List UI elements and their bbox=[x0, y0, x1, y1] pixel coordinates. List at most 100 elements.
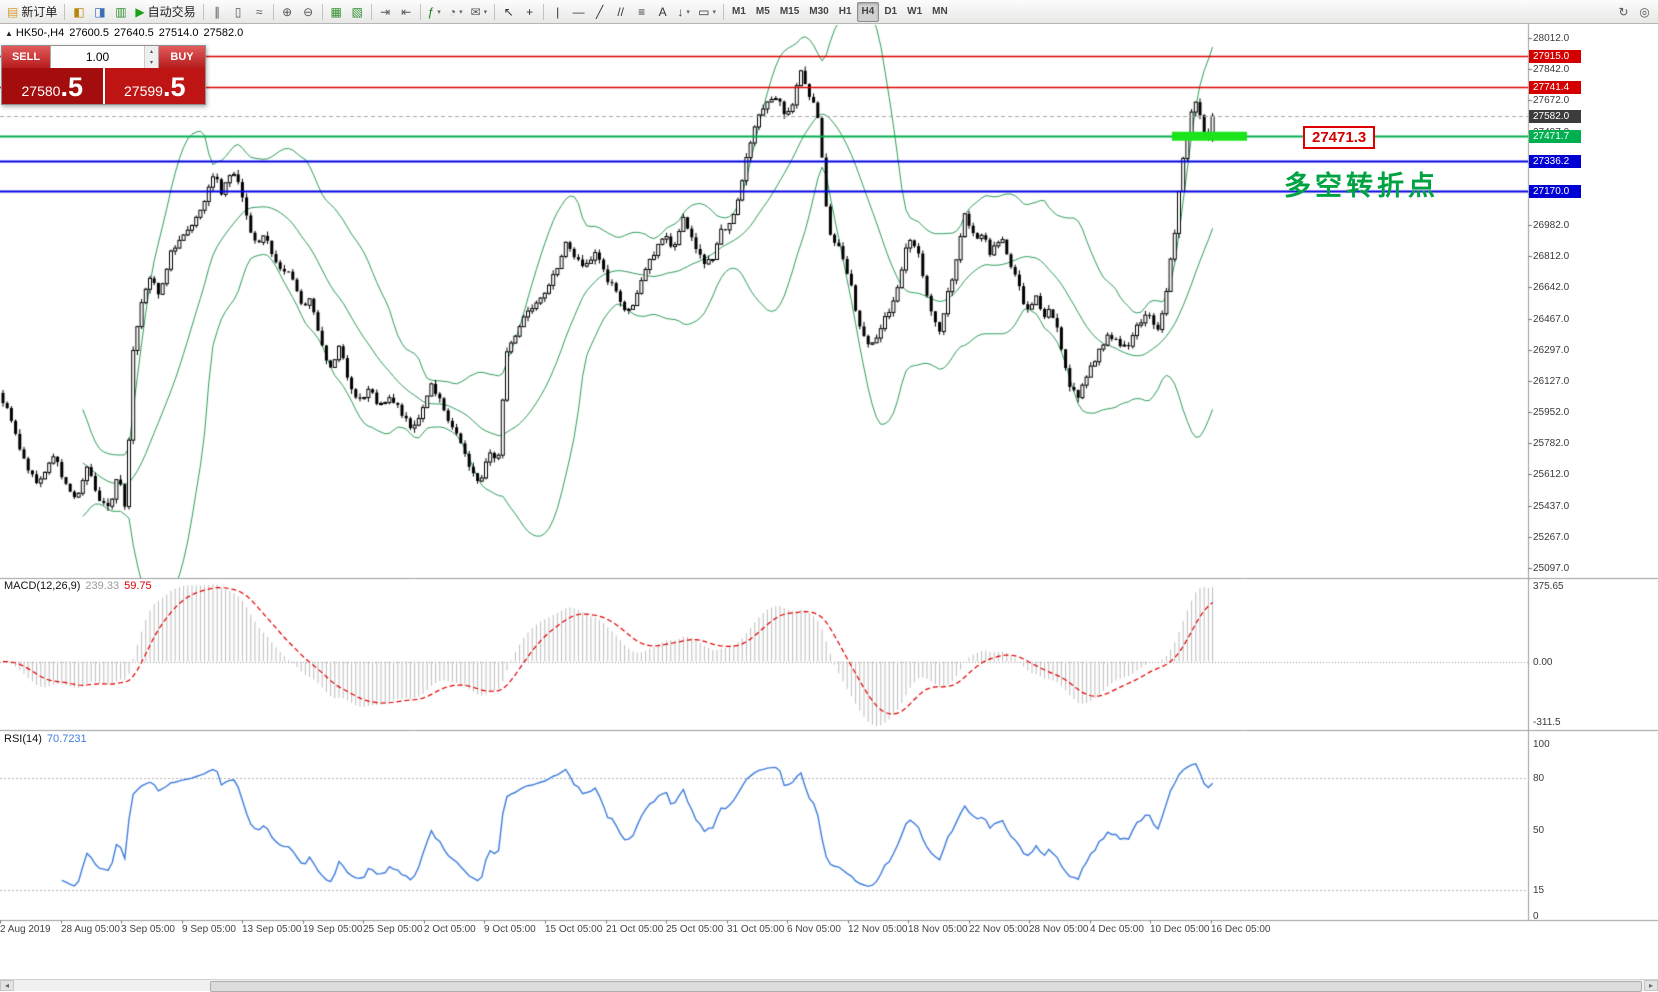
dropdown-caret-icon: ▾ bbox=[712, 8, 717, 16]
toolbar-separator bbox=[543, 3, 545, 20]
timeframe-m1-button[interactable]: M1 bbox=[727, 2, 751, 22]
price-axis-label: 25267.0 bbox=[1533, 531, 1570, 543]
autotrading-button[interactable]: ▶ 自动交易 bbox=[131, 2, 199, 22]
candles-mode-button[interactable]: ▯ bbox=[228, 2, 249, 22]
volume-down-button[interactable]: ▾ bbox=[145, 57, 158, 68]
price-axis-label: 25437.0 bbox=[1533, 500, 1570, 512]
ask-main: 27599 bbox=[124, 82, 163, 99]
line-mode-button[interactable]: ≈ bbox=[249, 2, 270, 22]
time-axis-label: 18 Nov 05:00 bbox=[908, 924, 968, 935]
ask-price[interactable]: 27599.5 bbox=[104, 68, 205, 104]
period-icon: ◔ bbox=[448, 4, 457, 19]
indicators-button[interactable]: ƒ ▾ bbox=[424, 2, 445, 22]
buy-button[interactable]: BUY bbox=[159, 46, 205, 68]
template-button[interactable]: ✉ ▾ bbox=[467, 2, 492, 22]
time-axis-label: 2 Oct 05:00 bbox=[424, 924, 476, 935]
vline-button[interactable]: | bbox=[547, 2, 568, 22]
profile-button[interactable]: ◨ bbox=[89, 2, 110, 22]
ask-frac: .5 bbox=[162, 72, 186, 103]
chart-window-button[interactable]: ◧ bbox=[68, 2, 89, 22]
timeframe-d1-button[interactable]: D1 bbox=[879, 2, 902, 22]
scroll-track[interactable] bbox=[14, 980, 1644, 992]
price-axis-label: 26812.0 bbox=[1533, 251, 1570, 263]
data-window-button[interactable]: ▥ bbox=[110, 2, 131, 22]
ohlc-open: 27600.5 bbox=[69, 27, 109, 39]
indicators-icon: ƒ bbox=[427, 4, 435, 19]
toolbar-items: ▤ 新订单 ◧ ◨ ▥ ▶ 自动交易 ∥ ▯ ≈ ⊕ ⊖ ▦ ▧ ⇥ ⇤ ƒ ▾ ◔ ▾ ✉ ▾ ↖ + | — ╱//≡ A ↓ ▾ ▭ ▾… bbox=[3, 1, 953, 22]
scroll-right-button[interactable]: ▸ bbox=[1644, 980, 1658, 991]
timeframe-m15-button[interactable]: M15 bbox=[775, 2, 804, 22]
price-annotation-label[interactable]: 27471.3 bbox=[1303, 126, 1376, 149]
zoom-in-icon: ⊕ bbox=[282, 4, 293, 19]
time-axis-label: 4 Dec 05:00 bbox=[1090, 924, 1144, 935]
timeframe-h1-button[interactable]: H1 bbox=[834, 2, 857, 22]
volume-input[interactable] bbox=[51, 46, 144, 68]
scroll-thumb[interactable] bbox=[210, 981, 1642, 992]
volume-up-button[interactable]: ▴ bbox=[145, 46, 158, 57]
timeframe-h4-button[interactable]: H4 bbox=[856, 1, 880, 22]
rsi-axis-label: 50 bbox=[1533, 825, 1545, 836]
arrows-button[interactable]: ↓ ▾ bbox=[673, 2, 694, 22]
channel-button[interactable]: // bbox=[610, 2, 631, 22]
horizontal-scrollbar[interactable]: ◂ ▸ bbox=[0, 979, 1658, 992]
hline-button[interactable]: — bbox=[568, 2, 589, 22]
time-axis-label: 21 Oct 05:00 bbox=[606, 924, 664, 935]
zoom-out-button[interactable]: ⊖ bbox=[298, 2, 319, 22]
rsi-axis-label: 0 bbox=[1533, 911, 1539, 922]
price-axis-label: 27842.0 bbox=[1533, 64, 1570, 76]
cursor-button[interactable]: ↖ bbox=[498, 2, 519, 22]
cascade-windows-button[interactable]: ▧ bbox=[347, 2, 368, 22]
cursor-icon: ↖ bbox=[503, 4, 514, 19]
trendline-button[interactable]: ╱ bbox=[589, 2, 610, 22]
new-order-button[interactable]: ▤ 新订单 bbox=[3, 2, 61, 22]
price-axis-label: 28012.0 bbox=[1533, 33, 1570, 44]
price-tag: 27336.2 bbox=[1529, 154, 1581, 168]
channel-icon: // bbox=[617, 4, 624, 19]
rsi-value: 70.7231 bbox=[46, 733, 87, 745]
timeframe-w1-button[interactable]: W1 bbox=[902, 2, 927, 22]
one-click-trading-panel: SELL ▴ ▾ BUY 27580.5 27599.5 bbox=[1, 45, 206, 105]
price-axis-label: 26982.0 bbox=[1533, 220, 1570, 232]
text-icon: A bbox=[658, 4, 667, 19]
tile-windows-button[interactable]: ▦ bbox=[326, 2, 347, 22]
bars-mode-button[interactable]: ∥ bbox=[207, 2, 228, 22]
tile-windows-icon: ▦ bbox=[330, 4, 342, 19]
shapes-button[interactable]: ▭ ▾ bbox=[694, 2, 720, 22]
timeframe-m30-button[interactable]: M30 bbox=[804, 2, 833, 22]
text-button[interactable]: A bbox=[652, 2, 673, 22]
toolbar-separator bbox=[419, 3, 421, 20]
macd-axis-label: 0.00 bbox=[1533, 656, 1553, 668]
time-axis-label: 9 Oct 05:00 bbox=[484, 924, 536, 935]
toolbar: ▤ 新订单 ◧ ◨ ▥ ▶ 自动交易 ∥ ▯ ≈ ⊕ ⊖ ▦ ▧ ⇥ ⇤ ƒ ▾ ◔ ▾ ✉ ▾ ↖ + | — ╱//≡ A ↓ ▾ ▭ ▾… bbox=[0, 0, 1658, 24]
crosshair-button[interactable]: + bbox=[519, 2, 540, 22]
timeframe-m5-button[interactable]: M5 bbox=[751, 2, 775, 22]
scroll-left-button[interactable]: ◂ bbox=[0, 980, 14, 991]
auto-scroll-button[interactable]: ⇥ bbox=[375, 2, 396, 22]
time-axis-label: 25 Oct 05:00 bbox=[666, 924, 724, 935]
refresh-button[interactable]: ↻ bbox=[1613, 2, 1634, 22]
trade-panel-controls: SELL ▴ ▾ BUY bbox=[2, 46, 205, 68]
price-tag: 27471.7 bbox=[1529, 130, 1581, 144]
timeframe-mn-button[interactable]: MN bbox=[927, 2, 953, 22]
price-axis-label: 25782.0 bbox=[1533, 438, 1570, 450]
bid-price[interactable]: 27580.5 bbox=[2, 68, 103, 104]
auto-scroll-icon: ⇥ bbox=[380, 4, 391, 19]
zoom-in-button[interactable]: ⊕ bbox=[277, 2, 298, 22]
ohlc-close: 27582.0 bbox=[203, 27, 244, 39]
toolbar-separator bbox=[370, 3, 372, 20]
turning-point-note[interactable]: 多空转折点 bbox=[1284, 171, 1439, 202]
sell-button[interactable]: SELL bbox=[2, 46, 50, 68]
period-button[interactable]: ◔ ▾ bbox=[445, 2, 467, 22]
chart-shift-button[interactable]: ⇤ bbox=[396, 2, 417, 22]
subwindow-expand-icon[interactable]: ▲ bbox=[5, 29, 13, 38]
macd-axis-label: 375.65 bbox=[1533, 581, 1564, 592]
price-axis-label: 26467.0 bbox=[1533, 313, 1570, 325]
macd-main-value: 239.33 bbox=[85, 580, 120, 592]
time-axis-label: 9 Sep 05:00 bbox=[182, 924, 236, 935]
fibonacci-button[interactable]: ≡ bbox=[631, 2, 652, 22]
options-button[interactable]: ◎ bbox=[1634, 2, 1655, 22]
symbol-period-label: HK50-,H4 bbox=[15, 27, 65, 39]
price-tag: 27582.0 bbox=[1529, 110, 1581, 124]
